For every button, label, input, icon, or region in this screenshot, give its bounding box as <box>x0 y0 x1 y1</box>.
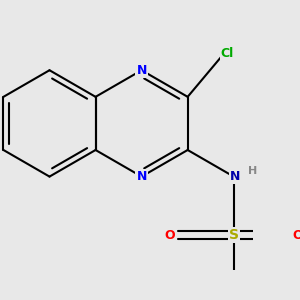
Text: N: N <box>136 64 147 77</box>
Text: N: N <box>230 170 240 183</box>
Text: O: O <box>165 229 175 242</box>
Text: H: H <box>248 166 258 176</box>
Text: N: N <box>136 170 147 183</box>
Text: O: O <box>292 229 300 242</box>
Text: Cl: Cl <box>220 47 234 60</box>
Text: S: S <box>229 228 239 242</box>
